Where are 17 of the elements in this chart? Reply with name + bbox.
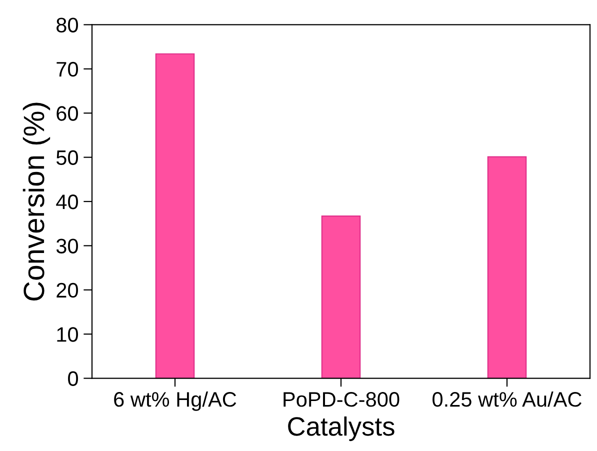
y-tick-label: 0 — [68, 371, 78, 386]
y-tick-label: 60 — [56, 106, 78, 121]
y-axis-title: Conversion (%) — [22, 102, 50, 301]
y-tick-label: 20 — [56, 282, 78, 298]
y-tick-label: 40 — [56, 194, 78, 210]
y-tick-label: 30 — [56, 238, 78, 254]
x-tick-label: 0.25 wt% Au/AC — [432, 391, 582, 407]
bar — [155, 53, 195, 378]
y-tick-label: 80 — [56, 18, 78, 32]
y-tick-label: 70 — [56, 62, 78, 77]
x-tick-label: 6 wt% Hg/AC — [114, 391, 236, 411]
bar — [487, 156, 527, 378]
x-tick-label: PoPD-C-800 — [284, 392, 400, 407]
x-axis-title: Catalysts — [288, 416, 394, 442]
y-tick-label: 10 — [57, 327, 78, 342]
y-tick-label: 50 — [56, 150, 78, 166]
bar — [321, 216, 361, 378]
